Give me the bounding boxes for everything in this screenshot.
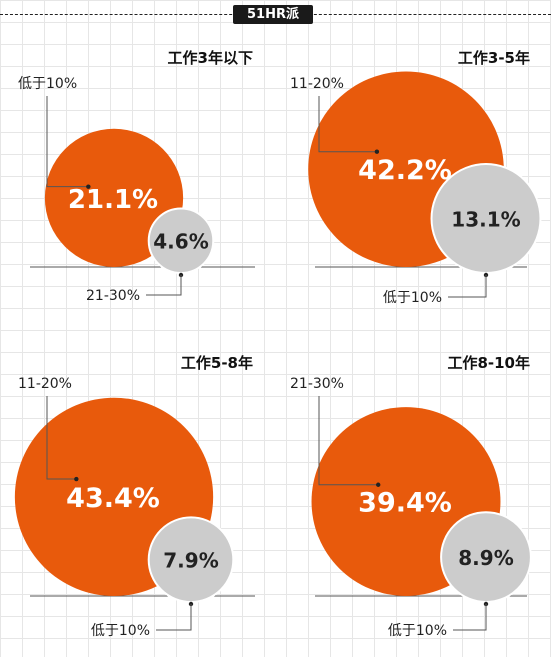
chart-title: 工作3-5年 xyxy=(458,49,530,67)
major-leader-line xyxy=(46,396,77,480)
minor-leader-line xyxy=(156,604,192,631)
minor-leader-line xyxy=(146,275,182,296)
major-value-label: 43.4% xyxy=(66,483,160,514)
major-series-label: 11-20% xyxy=(18,376,72,392)
minor-value-label: 13.1% xyxy=(451,208,520,232)
major-series-label: 11-20% xyxy=(290,76,344,92)
minor-series-label: 21-30% xyxy=(86,288,140,304)
minor-value-label: 8.9% xyxy=(458,546,513,570)
chart-title: 工作8-10年 xyxy=(447,354,530,372)
major-value-label: 39.4% xyxy=(358,488,452,519)
minor-value-label: 7.9% xyxy=(163,549,218,573)
major-series-label: 低于10% xyxy=(18,76,77,92)
major-leader-dot xyxy=(86,184,91,189)
major-leader-dot xyxy=(74,476,79,482)
major-leader-dot xyxy=(376,482,381,487)
minor-value-label: 4.6% xyxy=(153,230,208,254)
minor-series-label: 低于10% xyxy=(388,623,447,639)
minor-series-label: 低于10% xyxy=(383,290,442,306)
chart-title: 工作3年以下 xyxy=(168,49,253,67)
major-bubble xyxy=(44,128,184,267)
major-leader-line xyxy=(318,96,377,153)
major-leader-line xyxy=(46,96,89,188)
major-value-label: 21.1% xyxy=(68,185,158,215)
major-leader-line xyxy=(318,396,379,486)
minor-leader-line xyxy=(453,604,487,631)
major-leader-dot xyxy=(374,149,380,154)
major-value-label: 42.2% xyxy=(358,155,452,186)
chart-title: 工作5-8年 xyxy=(181,354,253,372)
major-series-label: 21-30% xyxy=(290,376,344,392)
minor-series-label: 低于10% xyxy=(91,623,150,639)
minor-leader-line xyxy=(448,275,487,298)
brand-badge: 51HR派 xyxy=(233,5,313,24)
